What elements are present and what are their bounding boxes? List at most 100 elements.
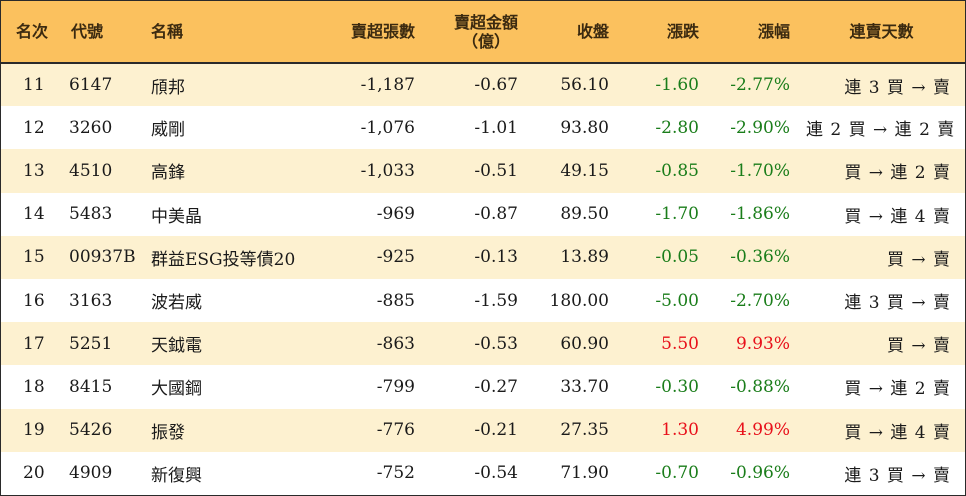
change-cell: -0.85 <box>655 160 699 181</box>
streak-cell: 連 2 買 → 連 2 賣 <box>806 120 956 141</box>
code-cell: 00937B <box>69 247 136 268</box>
code-cell: 5426 <box>69 420 113 441</box>
net-sell-amount-cell: -0.67 <box>474 75 518 96</box>
change-pct-cell: -1.70% <box>730 160 790 181</box>
close-cell: 180.00 <box>549 290 609 311</box>
streak-cell: 連 3 買 → 賣 <box>844 465 951 486</box>
header-change-pct: 漲幅 <box>757 22 790 41</box>
change-cell: 1.30 <box>661 420 699 441</box>
name-cell: 威剛 <box>151 120 185 141</box>
net-sell-amount-cell: -0.27 <box>474 376 518 397</box>
header-net-sell-amount: 賣超金額 （億） <box>423 1 526 63</box>
rank-cell: 20 <box>23 463 45 484</box>
rank-cell: 19 <box>23 420 45 441</box>
header-change: 漲跌 <box>666 22 699 41</box>
change-pct-cell: -1.86% <box>730 204 790 225</box>
name-cell: 波若威 <box>151 293 202 314</box>
table-row: 15 00937B 群益ESG投等債20 -925 -0.13 13.89 -0.05 -0.… <box>1 235 965 279</box>
streak-cell: 買 → 連 2 賣 <box>844 379 951 400</box>
code-cell: 4909 <box>69 463 113 484</box>
table-row: 11 6147 頎邦 -1,187 -0.67 56.10 -1.60 -2.77% 連 3 買… <box>1 63 965 107</box>
change-pct-cell: -0.96% <box>730 463 790 484</box>
header-streak: 連賣天數 <box>849 22 914 41</box>
close-cell: 93.80 <box>560 117 609 138</box>
change-pct-cell: -2.77% <box>730 75 790 96</box>
rank-cell: 11 <box>23 75 45 96</box>
rank-cell: 13 <box>23 160 45 181</box>
code-cell: 4510 <box>69 160 113 181</box>
header-name: 名稱 <box>151 22 184 41</box>
header-net-sell-amount-line2: （億） <box>461 31 510 51</box>
table-row: 13 4510 高鋒 -1,033 -0.51 49.15 -0.85 -1.70% 買 → 連… <box>1 149 965 193</box>
table-body: 11 6147 頎邦 -1,187 -0.67 56.10 -1.60 -2.77% 連 3 買… <box>1 63 965 495</box>
name-cell: 振發 <box>151 422 185 443</box>
table-row: 20 4909 新復興 -752 -0.54 71.90 -0.70 -0.96% 連 3 買 … <box>1 451 965 495</box>
change-cell: -0.70 <box>655 463 699 484</box>
code-cell: 3260 <box>69 117 113 138</box>
code-cell: 8415 <box>69 376 113 397</box>
streak-cell: 連 3 買 → 賣 <box>844 293 951 314</box>
change-pct-cell: -0.36% <box>730 247 790 268</box>
close-cell: 13.89 <box>560 247 609 268</box>
header-net-sell-amount-line1: 賣超金額 <box>453 12 518 32</box>
streak-cell: 買 → 連 2 賣 <box>844 163 951 184</box>
change-cell: -0.30 <box>655 376 699 397</box>
net-sell-lots-cell: -863 <box>376 333 415 354</box>
close-cell: 89.50 <box>560 204 609 225</box>
rank-cell: 17 <box>23 333 45 354</box>
table-row: 12 3260 威剛 -1,076 -1.01 93.80 -2.80 -2.90% 連 2 買… <box>1 106 965 150</box>
net-sell-lots-cell: -1,187 <box>360 75 415 96</box>
streak-cell: 買 → 連 4 賣 <box>844 206 951 227</box>
change-pct-cell: 9.93% <box>735 333 790 354</box>
change-pct-cell: -2.90% <box>730 117 790 138</box>
table-header: 名次 代號 名稱 賣超張數 賣超金額 （億） 收盤 漲跌 漲幅 連賣天數 <box>1 1 965 63</box>
close-cell: 56.10 <box>560 75 609 96</box>
net-sell-amount-cell: -0.13 <box>474 247 518 268</box>
rank-cell: 18 <box>23 376 45 397</box>
net-sell-amount-cell: -1.59 <box>474 290 518 311</box>
close-cell: 49.15 <box>560 160 609 181</box>
net-sell-amount-cell: -0.87 <box>474 204 518 225</box>
code-cell: 5251 <box>69 333 113 354</box>
net-sell-lots-cell: -925 <box>376 247 415 268</box>
change-cell: -5.00 <box>655 290 699 311</box>
rank-cell: 12 <box>23 117 45 138</box>
net-sell-lots-cell: -1,033 <box>360 160 415 181</box>
rank-cell: 14 <box>23 204 45 225</box>
name-cell: 新復興 <box>151 465 202 486</box>
change-cell: -1.70 <box>655 204 699 225</box>
net-sell-lots-cell: -885 <box>376 290 415 311</box>
change-cell: -2.80 <box>655 117 699 138</box>
net-sell-lots-cell: -799 <box>376 376 415 397</box>
net-sell-lots-cell: -776 <box>376 420 415 441</box>
name-cell: 高鋒 <box>151 163 185 184</box>
net-sell-lots-cell: -1,076 <box>360 117 415 138</box>
header-close: 收盤 <box>576 22 609 41</box>
close-cell: 27.35 <box>560 420 609 441</box>
change-cell: -0.05 <box>655 247 699 268</box>
streak-cell: 連 3 買 → 賣 <box>844 77 951 98</box>
name-cell: 頎邦 <box>151 77 185 98</box>
code-cell: 3163 <box>69 290 113 311</box>
name-cell: 群益ESG投等債20 <box>151 249 296 270</box>
table-row: 17 5251 天鉞電 -863 -0.53 60.90 5.50 9.93% 買 → 賣 <box>1 322 965 366</box>
net-sell-amount-cell: -0.54 <box>474 463 518 484</box>
net-sell-amount-cell: -1.01 <box>474 117 518 138</box>
name-cell: 大國鋼 <box>151 379 202 400</box>
name-cell: 中美晶 <box>151 206 202 227</box>
header-row: 名次 代號 名稱 賣超張數 賣超金額 （億） 收盤 漲跌 漲幅 連賣天數 <box>1 1 965 63</box>
streak-cell: 買 → 賣 <box>886 249 951 270</box>
change-pct-cell: -0.88% <box>730 376 790 397</box>
net-sell-amount-cell: -0.21 <box>474 420 518 441</box>
streak-cell: 買 → 連 4 賣 <box>844 422 951 443</box>
change-cell: -1.60 <box>655 75 699 96</box>
net-sell-amount-cell: -0.53 <box>474 333 518 354</box>
close-cell: 33.70 <box>560 376 609 397</box>
header-code: 代號 <box>71 22 104 41</box>
table-row: 19 5426 振發 -776 -0.21 27.35 1.30 4.99% 買 → 連 4 賣 <box>1 408 965 452</box>
code-cell: 5483 <box>69 204 113 225</box>
table-row: 16 3163 波若威 -885 -1.59 180.00 -5.00 -2.70% 連 3 買… <box>1 278 965 323</box>
header-rank: 名次 <box>15 22 48 41</box>
